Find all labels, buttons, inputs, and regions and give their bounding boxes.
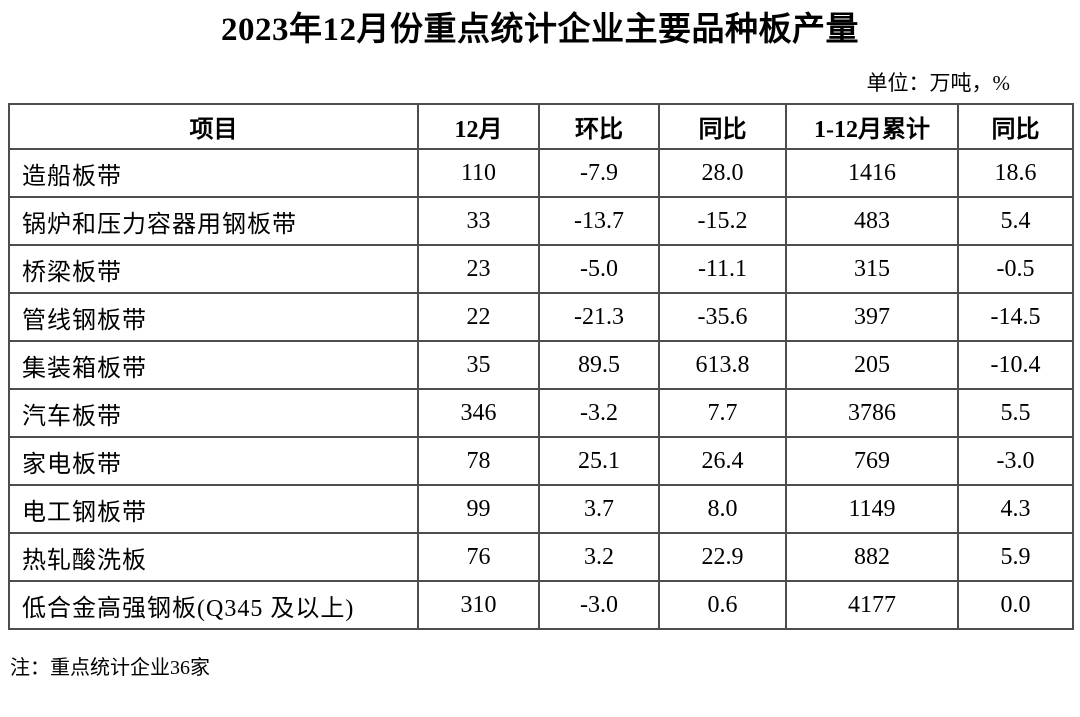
- value-cell: 35: [417, 340, 540, 391]
- table-row: 热轧酸洗板 76 3.2 22.9 882 5.9: [8, 532, 1074, 583]
- value-cell: 1149: [785, 484, 959, 535]
- value-cell: 23: [417, 244, 540, 295]
- item-cell: 造船板带: [8, 148, 419, 199]
- value-cell: 76: [417, 532, 540, 583]
- value-cell: 0.0: [957, 580, 1074, 631]
- value-cell: 7.7: [658, 388, 787, 439]
- value-cell: -35.6: [658, 292, 787, 343]
- value-cell: 22.9: [658, 532, 787, 583]
- value-cell: 310: [417, 580, 540, 631]
- value-cell: -21.3: [538, 292, 660, 343]
- item-cell: 集装箱板带: [8, 340, 419, 391]
- value-cell: 397: [785, 292, 959, 343]
- value-cell: 613.8: [658, 340, 787, 391]
- item-cell: 低合金高强钢板(Q345 及以上): [8, 580, 419, 631]
- column-header-cumulative-yoy: 同比: [957, 103, 1074, 151]
- value-cell: 5.4: [957, 196, 1074, 247]
- value-cell: -11.1: [658, 244, 787, 295]
- value-cell: 346: [417, 388, 540, 439]
- value-cell: 78: [417, 436, 540, 487]
- value-cell: 33: [417, 196, 540, 247]
- value-cell: -15.2: [658, 196, 787, 247]
- table-row: 造船板带 110 -7.9 28.0 1416 18.6: [8, 148, 1074, 199]
- item-cell: 锅炉和压力容器用钢板带: [8, 196, 419, 247]
- value-cell: 4177: [785, 580, 959, 631]
- value-cell: 3.2: [538, 532, 660, 583]
- value-cell: 5.5: [957, 388, 1074, 439]
- table-row: 桥梁板带 23 -5.0 -11.1 315 -0.5: [8, 244, 1074, 295]
- value-cell: 483: [785, 196, 959, 247]
- unit-label: 单位：万吨，%: [866, 71, 1011, 96]
- value-cell: -3.0: [957, 436, 1074, 487]
- production-table: 项目 12月 环比 同比 1-12月累计 同比 造船板带 110 -7.9 28…: [8, 103, 1074, 631]
- value-cell: 110: [417, 148, 540, 199]
- value-cell: -0.5: [957, 244, 1074, 295]
- footnote: 注：重点统计企业36家: [10, 657, 210, 680]
- value-cell: -14.5: [957, 292, 1074, 343]
- value-cell: 99: [417, 484, 540, 535]
- value-cell: 8.0: [658, 484, 787, 535]
- item-cell: 电工钢板带: [8, 484, 419, 535]
- value-cell: 89.5: [538, 340, 660, 391]
- value-cell: 3.7: [538, 484, 660, 535]
- value-cell: 315: [785, 244, 959, 295]
- value-cell: -3.0: [538, 580, 660, 631]
- column-header-yoy: 同比: [658, 103, 787, 151]
- column-header-mom: 环比: [538, 103, 660, 151]
- value-cell: 4.3: [957, 484, 1074, 535]
- item-cell: 汽车板带: [8, 388, 419, 439]
- value-cell: 5.9: [957, 532, 1074, 583]
- header-row: 项目 12月 环比 同比 1-12月累计 同比: [8, 103, 1074, 151]
- table-row: 汽车板带 346 -3.2 7.7 3786 5.5: [8, 388, 1074, 439]
- page-title: 2023年12月份重点统计企业主要品种板产量: [221, 12, 859, 48]
- value-cell: 18.6: [957, 148, 1074, 199]
- item-cell: 桥梁板带: [8, 244, 419, 295]
- value-cell: -13.7: [538, 196, 660, 247]
- value-cell: -7.9: [538, 148, 660, 199]
- value-cell: 28.0: [658, 148, 787, 199]
- value-cell: 205: [785, 340, 959, 391]
- value-cell: 1416: [785, 148, 959, 199]
- value-cell: 26.4: [658, 436, 787, 487]
- table-row: 家电板带 78 25.1 26.4 769 -3.0: [8, 436, 1074, 487]
- item-cell: 热轧酸洗板: [8, 532, 419, 583]
- value-cell: 3786: [785, 388, 959, 439]
- value-cell: 25.1: [538, 436, 660, 487]
- table-row: 低合金高强钢板(Q345 及以上) 310 -3.0 0.6 4177 0.0: [8, 580, 1074, 631]
- column-header-cumulative: 1-12月累计: [785, 103, 959, 151]
- column-header-item: 项目: [8, 103, 419, 151]
- value-cell: -10.4: [957, 340, 1074, 391]
- item-cell: 家电板带: [8, 436, 419, 487]
- table-row: 电工钢板带 99 3.7 8.0 1149 4.3: [8, 484, 1074, 535]
- value-cell: -3.2: [538, 388, 660, 439]
- table-row: 集装箱板带 35 89.5 613.8 205 -10.4: [8, 340, 1074, 391]
- table-row: 管线钢板带 22 -21.3 -35.6 397 -14.5: [8, 292, 1074, 343]
- value-cell: 22: [417, 292, 540, 343]
- item-cell: 管线钢板带: [8, 292, 419, 343]
- value-cell: -5.0: [538, 244, 660, 295]
- column-header-december: 12月: [417, 103, 540, 151]
- table-row: 锅炉和压力容器用钢板带 33 -13.7 -15.2 483 5.4: [8, 196, 1074, 247]
- value-cell: 882: [785, 532, 959, 583]
- value-cell: 769: [785, 436, 959, 487]
- value-cell: 0.6: [658, 580, 787, 631]
